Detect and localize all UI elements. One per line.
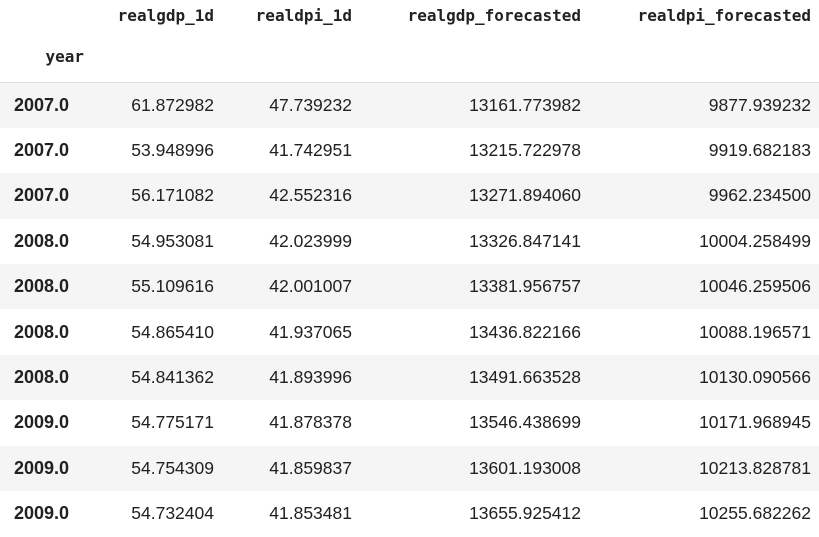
table-row: 2007.0 61.872982 47.739232 13161.773982 9877…	[0, 82, 819, 128]
table-cell: 41.893996	[269, 367, 352, 388]
table-cell: 13491.663528	[469, 367, 581, 388]
table-cell: 10088.196571	[699, 321, 811, 342]
table-cell: 41.937065	[269, 321, 352, 342]
table-cell: 13271.894060	[469, 185, 581, 206]
table-cell: 41.878378	[269, 412, 352, 433]
table-row: 2008.0 55.109616 42.001007 13381.956757 1004…	[0, 264, 819, 310]
column-header-realgdp-forecasted: realgdp_forecasted	[407, 5, 581, 25]
table-cell: 9877.939232	[708, 94, 811, 115]
row-index-cell: 2008.0	[14, 230, 70, 251]
table-cell: 41.742951	[269, 140, 352, 161]
table-cell: 10004.258499	[699, 230, 811, 251]
table-cell: 13326.847141	[469, 230, 581, 251]
table-cell: 9962.234500	[708, 185, 811, 206]
table-cell: 10046.259506	[699, 276, 811, 297]
table-row: 2009.0 54.775171 41.878378 13546.438699 1017…	[0, 400, 819, 446]
table-cell: 9919.682183	[708, 140, 811, 161]
table-cell: 42.023999	[269, 230, 352, 251]
table-cell: 61.872982	[131, 94, 214, 115]
table-cell: 13546.438699	[469, 412, 581, 433]
row-index-cell: 2008.0	[14, 367, 70, 388]
table-cell: 47.739232	[269, 94, 352, 115]
table-header: realgdp_1d realdpi_1d realgdp_forecasted…	[0, 0, 819, 83]
column-header-realgdp-1d: realgdp_1d	[117, 5, 214, 25]
table-cell: 54.841362	[131, 367, 214, 388]
row-index-cell: 2009.0	[14, 412, 70, 433]
index-name-header: year	[0, 30, 92, 83]
table-cell: 10171.968945	[699, 412, 811, 433]
table-cell: 10255.682262	[699, 503, 811, 524]
table-cell: 13655.925412	[469, 503, 581, 524]
row-index-cell: 2007.0	[14, 94, 70, 115]
table-cell: 53.948996	[131, 140, 214, 161]
table-row: 2009.0 54.754309 41.859837 13601.193008 1021…	[0, 445, 819, 492]
table-cell: 54.732404	[131, 503, 214, 524]
table-cell: 41.853481	[269, 503, 352, 524]
table-cell: 54.775171	[131, 412, 214, 433]
column-header-row: realgdp_1d realdpi_1d realgdp_forecasted…	[0, 0, 819, 30]
table-cell: 54.953081	[131, 230, 214, 251]
index-name-row: year	[0, 30, 819, 83]
table-body: 2007.0 61.872982 47.739232 13161.773982 9877…	[0, 82, 819, 537]
index-corner-cell	[0, 0, 92, 30]
table-cell: 54.865410	[131, 321, 214, 342]
table-cell: 55.109616	[131, 276, 214, 297]
table-row: 2008.0 54.953081 42.023999 13326.847141 1000…	[0, 218, 819, 265]
row-index-cell: 2008.0	[14, 321, 70, 342]
table-cell: 13161.773982	[469, 94, 581, 115]
table-cell: 10213.828781	[699, 457, 811, 478]
table-cell: 42.552316	[269, 185, 352, 206]
row-index-cell: 2008.0	[14, 276, 70, 297]
column-header-realdpi-forecasted: realdpi_forecasted	[637, 5, 811, 25]
table-row: 2007.0 56.171082 42.552316 13271.894060 9962…	[0, 173, 819, 219]
row-index-cell: 2007.0	[14, 185, 70, 206]
column-header-realdpi-1d: realdpi_1d	[255, 5, 352, 25]
table-cell: 13601.193008	[469, 457, 581, 478]
table-row: 2007.0 53.948996 41.742951 13215.722978 9919…	[0, 127, 819, 174]
table-cell: 42.001007	[269, 276, 352, 297]
table-cell: 41.859837	[269, 457, 352, 478]
row-index-cell: 2009.0	[14, 457, 70, 478]
table-cell: 13381.956757	[469, 276, 581, 297]
table-cell: 56.171082	[131, 185, 214, 206]
table-row: 2008.0 54.841362 41.893996 13491.663528 1013…	[0, 354, 819, 401]
table-cell: 54.754309	[131, 457, 214, 478]
table-cell: 13436.822166	[469, 321, 581, 342]
table-row: 2009.0 54.732404 41.853481 13655.925412 1025…	[0, 491, 819, 537]
table-row: 2008.0 54.865410 41.937065 13436.822166 1008…	[0, 309, 819, 355]
row-index-cell: 2009.0	[14, 503, 70, 524]
row-index-cell: 2007.0	[14, 140, 70, 161]
table-cell: 10130.090566	[699, 367, 811, 388]
table-cell: 13215.722978	[469, 140, 581, 161]
